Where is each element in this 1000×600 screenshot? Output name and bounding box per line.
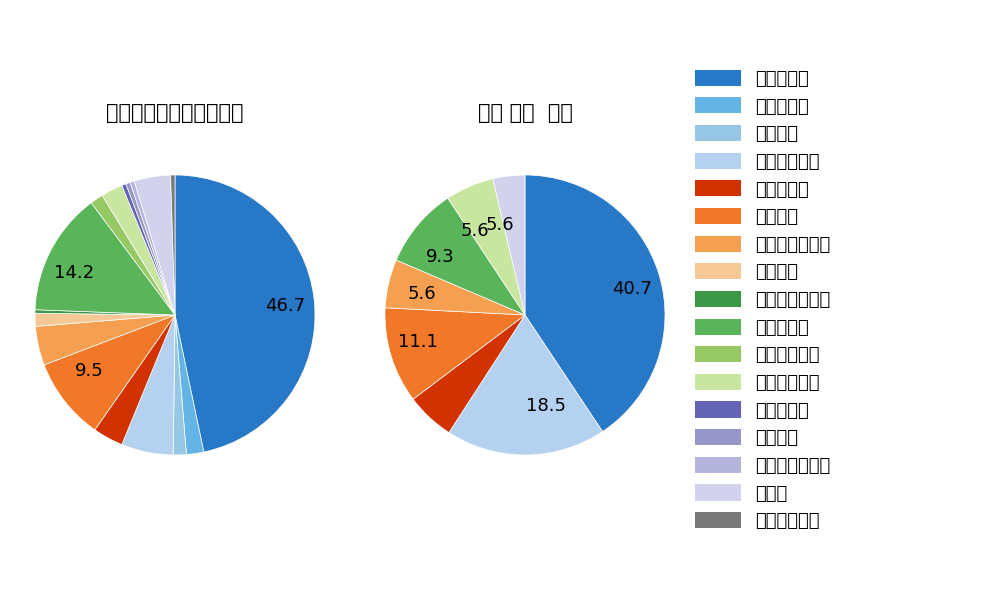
Wedge shape: [91, 196, 175, 315]
Wedge shape: [449, 315, 603, 455]
Wedge shape: [385, 260, 525, 315]
Wedge shape: [130, 181, 175, 315]
Text: 18.5: 18.5: [526, 397, 566, 415]
Title: パ・リーグ全プレイヤー: パ・リーグ全プレイヤー: [106, 103, 244, 123]
Text: 40.7: 40.7: [612, 280, 652, 298]
Text: 14.2: 14.2: [54, 263, 94, 281]
Wedge shape: [35, 310, 175, 315]
Wedge shape: [102, 185, 175, 315]
Wedge shape: [134, 175, 175, 315]
Text: 46.7: 46.7: [266, 296, 306, 314]
Wedge shape: [122, 184, 175, 315]
Wedge shape: [35, 313, 175, 326]
Text: 5.6: 5.6: [408, 286, 436, 304]
Wedge shape: [35, 315, 175, 365]
Wedge shape: [126, 182, 175, 315]
Text: 9.3: 9.3: [426, 248, 455, 266]
Wedge shape: [385, 308, 525, 399]
Text: 11.1: 11.1: [398, 332, 438, 350]
Wedge shape: [175, 315, 204, 455]
Wedge shape: [525, 175, 665, 431]
Wedge shape: [448, 179, 525, 315]
Text: 5.6: 5.6: [486, 215, 514, 233]
Title: 細川 凌平  選手: 細川 凌平 選手: [478, 103, 572, 123]
Wedge shape: [44, 315, 175, 430]
Legend: ストレート, ツーシーム, シュート, カットボール, スプリット, フォーク, チェンジアップ, シンカー, 高速スライダー, スライダー, 縦スライダー, : ストレート, ツーシーム, シュート, カットボール, スプリット, フォーク,…: [695, 70, 830, 530]
Wedge shape: [396, 198, 525, 315]
Text: 5.6: 5.6: [460, 223, 489, 241]
Wedge shape: [413, 315, 525, 433]
Wedge shape: [175, 175, 315, 452]
Wedge shape: [35, 203, 175, 315]
Text: 9.5: 9.5: [75, 362, 103, 380]
Wedge shape: [95, 315, 175, 445]
Wedge shape: [171, 175, 175, 315]
Wedge shape: [122, 315, 175, 455]
Wedge shape: [173, 315, 186, 455]
Wedge shape: [493, 175, 525, 315]
